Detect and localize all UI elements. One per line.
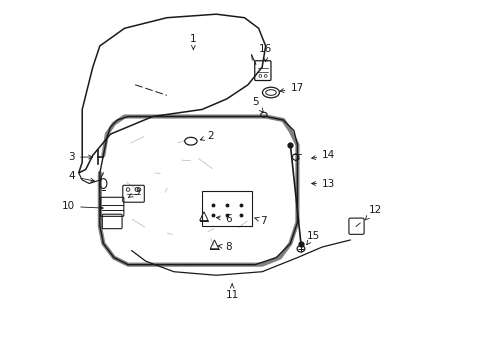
Text: 9: 9 xyxy=(128,187,140,198)
Text: 5: 5 xyxy=(251,98,263,112)
Text: 7: 7 xyxy=(254,216,266,226)
Text: 13: 13 xyxy=(311,179,335,189)
Text: 17: 17 xyxy=(279,83,303,93)
Text: 1: 1 xyxy=(190,34,196,50)
Bar xyxy=(202,190,251,226)
Text: 10: 10 xyxy=(62,202,103,211)
Text: 16: 16 xyxy=(259,45,272,62)
Text: 3: 3 xyxy=(68,152,92,162)
Text: 2: 2 xyxy=(200,131,214,141)
Text: 11: 11 xyxy=(225,284,238,300)
Text: 4: 4 xyxy=(68,171,94,182)
Text: 6: 6 xyxy=(216,214,231,224)
Text: 12: 12 xyxy=(365,205,381,220)
Text: 15: 15 xyxy=(306,231,319,244)
Text: 8: 8 xyxy=(218,242,231,252)
Text: 14: 14 xyxy=(311,150,335,160)
